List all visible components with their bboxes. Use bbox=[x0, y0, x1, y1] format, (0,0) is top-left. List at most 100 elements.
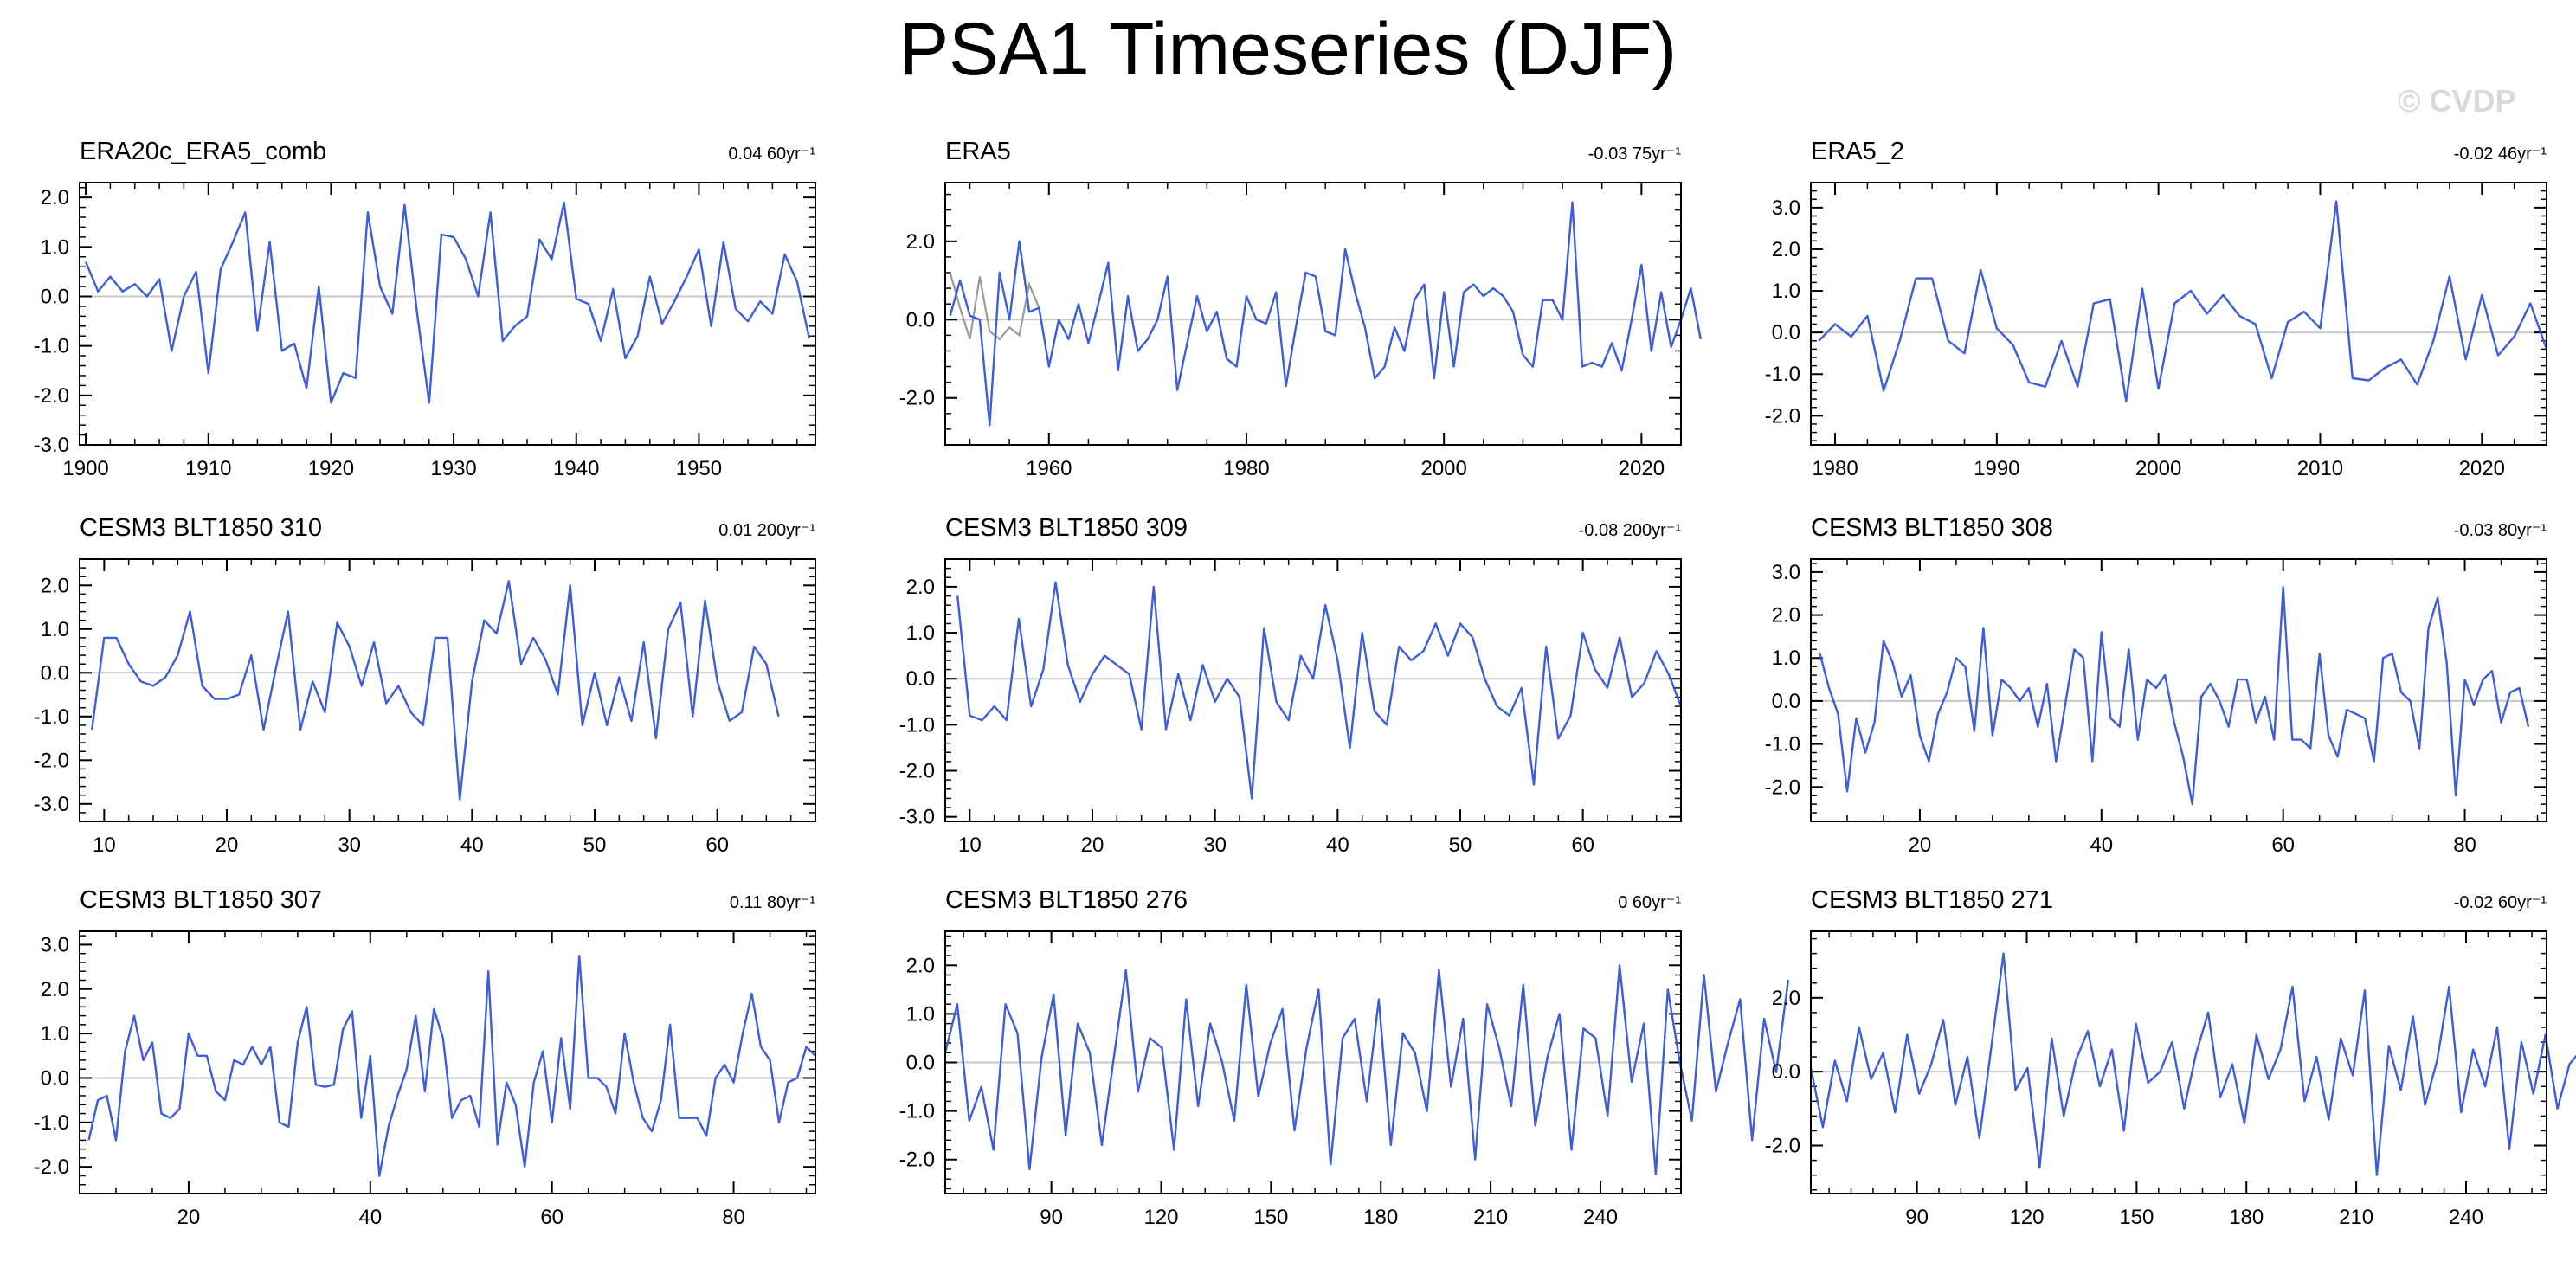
x-tick-label: 60 bbox=[1571, 834, 1594, 857]
x-tick-label: 1900 bbox=[62, 457, 108, 480]
x-tick-label: 240 bbox=[2449, 1206, 2483, 1229]
x-tick-label: 90 bbox=[1905, 1206, 1929, 1229]
x-tick-label: 50 bbox=[583, 834, 607, 857]
series-line bbox=[87, 954, 816, 1177]
y-tick-label: -2.0 bbox=[1765, 404, 1800, 428]
x-tick-label: 90 bbox=[1040, 1206, 1063, 1229]
y-tick-label: -1.0 bbox=[1765, 733, 1800, 756]
y-tick-label: -3.0 bbox=[34, 434, 69, 457]
x-tick-label: 150 bbox=[1253, 1206, 1288, 1229]
y-tick-label: -3.0 bbox=[34, 793, 69, 816]
trend-label: 0.01 200yr⁻¹ bbox=[718, 521, 815, 540]
y-tick-label: -2.0 bbox=[1765, 1135, 1800, 1158]
panel-title: CESM3 BLT1850 276 bbox=[945, 886, 1188, 914]
y-tick-label: -2.0 bbox=[34, 749, 69, 772]
x-tick-label: 180 bbox=[2229, 1206, 2264, 1229]
series-line bbox=[1809, 952, 2576, 1176]
x-tick-label: 1980 bbox=[1812, 457, 1858, 480]
x-tick-label: 40 bbox=[2090, 834, 2113, 857]
timeseries-panel: CESM3 BLT1850 307 0.11 80yr⁻¹ 3.0 2.0 1.0 0.0… bbox=[34, 886, 816, 1229]
x-tick-label: 2000 bbox=[1420, 457, 1466, 480]
timeseries-panel: CESM3 BLT1850 271 -0.02 60yr⁻¹ 2.0 0.0 -2.0 9… bbox=[1765, 886, 2576, 1229]
x-tick-label: 1940 bbox=[553, 457, 599, 480]
x-tick-label: 1930 bbox=[430, 457, 476, 480]
y-tick-label: -2.0 bbox=[899, 760, 935, 783]
y-tick-label: 0.0 bbox=[1772, 1060, 1800, 1084]
x-tick-label: 30 bbox=[1203, 834, 1227, 857]
trend-label: -0.03 80yr⁻¹ bbox=[2454, 521, 2547, 540]
trend-label: -0.02 46yr⁻¹ bbox=[2454, 145, 2547, 164]
x-tick-label: 60 bbox=[705, 834, 729, 857]
x-tick-label: 240 bbox=[1583, 1206, 1618, 1229]
y-tick-label: 0.0 bbox=[1772, 690, 1800, 713]
x-tick-label: 80 bbox=[2453, 834, 2476, 857]
x-tick-label: 40 bbox=[460, 834, 484, 857]
timeseries-panel: CESM3 BLT1850 276 0 60yr⁻¹ 2.0 1.0 0.0 -1.0 -2… bbox=[899, 886, 1790, 1229]
x-tick-label: 2010 bbox=[2297, 457, 2343, 480]
x-tick-label: 60 bbox=[540, 1206, 564, 1229]
panel-title: ERA20c_ERA5_comb bbox=[80, 138, 326, 165]
panel-title: CESM3 BLT1850 271 bbox=[1811, 886, 2053, 914]
y-tick-label: 1.0 bbox=[41, 1022, 69, 1046]
x-tick-label: 180 bbox=[1363, 1206, 1398, 1229]
x-tick-label: 20 bbox=[216, 834, 239, 857]
panel-title: CESM3 BLT1850 310 bbox=[80, 514, 322, 542]
y-tick-label: 0.0 bbox=[41, 285, 69, 308]
x-tick-label: 60 bbox=[2271, 834, 2295, 857]
y-tick-label: 0.0 bbox=[1772, 321, 1800, 344]
y-tick-label: 2.0 bbox=[1772, 238, 1800, 261]
trend-label: 0.11 80yr⁻¹ bbox=[730, 893, 815, 912]
y-tick-label: 3.0 bbox=[1772, 561, 1800, 584]
y-tick-label: -2.0 bbox=[899, 1149, 935, 1172]
x-tick-label: 1950 bbox=[676, 457, 722, 480]
y-tick-label: 1.0 bbox=[41, 235, 69, 259]
trend-label: -0.02 60yr⁻¹ bbox=[2454, 893, 2547, 912]
y-tick-label: -1.0 bbox=[1765, 363, 1800, 386]
x-tick-label: 10 bbox=[958, 834, 982, 857]
x-tick-label: 120 bbox=[1143, 1206, 1178, 1229]
y-tick-label: 0.0 bbox=[906, 667, 935, 691]
series-line bbox=[956, 581, 1683, 800]
y-tick-label: 0.0 bbox=[906, 1052, 935, 1075]
x-tick-label: 20 bbox=[177, 1206, 201, 1229]
timeseries-panel: CESM3 BLT1850 310 0.01 200yr⁻¹ 2.0 1.0 0.0 -1… bbox=[34, 514, 816, 857]
y-tick-label: -1.0 bbox=[899, 713, 935, 737]
y-tick-label: -2.0 bbox=[34, 1155, 69, 1179]
y-tick-label: 1.0 bbox=[906, 621, 935, 645]
plot-frame bbox=[79, 930, 816, 1194]
trend-label: 0 60yr⁻¹ bbox=[1618, 893, 1681, 912]
watermark: © CVDP bbox=[2398, 83, 2516, 119]
plot-frame bbox=[79, 558, 816, 822]
x-tick-label: 20 bbox=[1081, 834, 1104, 857]
x-tick-label: 210 bbox=[2339, 1206, 2373, 1229]
trend-label: -0.08 200yr⁻¹ bbox=[1579, 521, 1682, 540]
y-tick-label: 3.0 bbox=[1772, 196, 1800, 220]
series-line bbox=[1819, 586, 2530, 806]
y-tick-label: -1.0 bbox=[34, 335, 69, 358]
y-tick-label: 3.0 bbox=[41, 933, 69, 956]
y-tick-label: 1.0 bbox=[41, 618, 69, 641]
series-line bbox=[943, 964, 1790, 1175]
timeseries-panel: CESM3 BLT1850 309 -0.08 200yr⁻¹ 2.0 1.0 0.0 -… bbox=[899, 514, 1683, 857]
y-tick-label: 1.0 bbox=[1772, 280, 1800, 303]
x-tick-label: 1910 bbox=[185, 457, 231, 480]
x-tick-label: 2000 bbox=[2135, 457, 2181, 480]
panel-title: CESM3 BLT1850 309 bbox=[945, 514, 1188, 542]
y-tick-label: 2.0 bbox=[41, 186, 69, 209]
series-line bbox=[949, 201, 1702, 427]
y-tick-label: 0.0 bbox=[41, 1066, 69, 1090]
x-tick-label: 150 bbox=[2119, 1206, 2154, 1229]
trend-label: 0.04 60yr⁻¹ bbox=[728, 145, 815, 164]
y-tick-label: -2.0 bbox=[899, 387, 935, 410]
x-tick-label: 30 bbox=[338, 834, 361, 857]
series-line bbox=[84, 201, 811, 404]
timeseries-panel: ERA5 -0.03 75yr⁻¹ 2.0 0.0 -2.0 1960 1980 2000 20… bbox=[899, 138, 1702, 480]
x-tick-label: 1990 bbox=[1974, 457, 2019, 480]
x-tick-label: 50 bbox=[1449, 834, 1472, 857]
y-tick-label: 0.0 bbox=[41, 661, 69, 685]
trend-label: -0.03 75yr⁻¹ bbox=[1588, 145, 1682, 164]
y-tick-label: -1.0 bbox=[34, 705, 69, 729]
y-tick-label: -3.0 bbox=[899, 806, 935, 829]
plot-frame bbox=[944, 182, 1682, 446]
series-line bbox=[91, 580, 780, 801]
